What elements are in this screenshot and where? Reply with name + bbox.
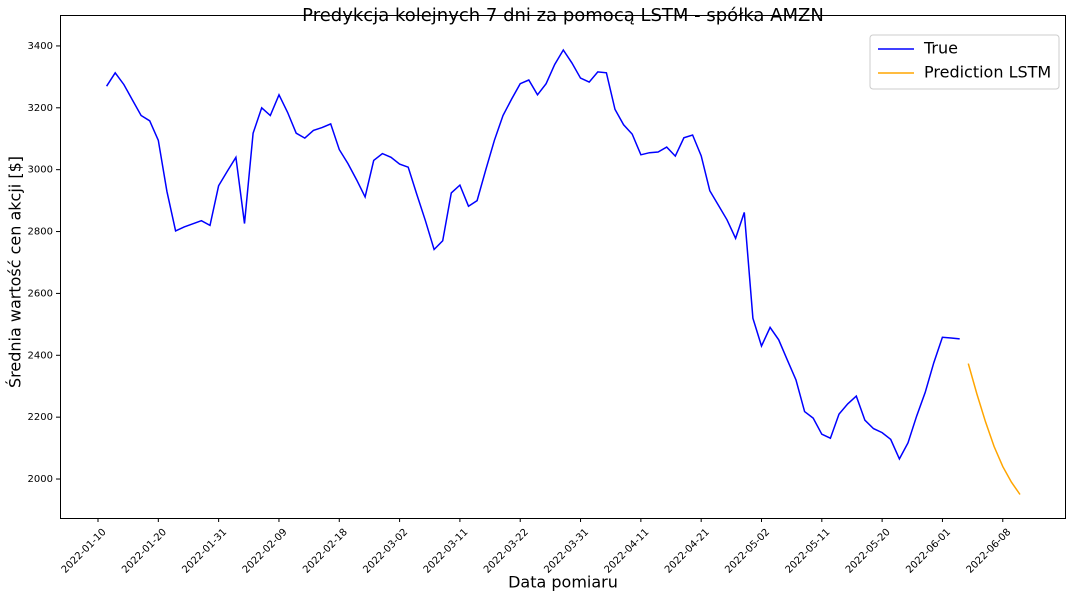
x-tick-label: 2022-04-21 <box>663 527 712 576</box>
data-line <box>105 48 960 461</box>
x-tick-label: 2022-05-02 <box>723 527 772 576</box>
legend-label: Prediction LSTM <box>924 63 1051 82</box>
y-tick-label: 2600 <box>28 288 53 299</box>
legend-label: True <box>923 39 958 58</box>
legend-box <box>869 34 1060 90</box>
x-tick-label: 2022-02-09 <box>241 527 290 576</box>
x-axis-label: Data pomiaru <box>508 573 618 592</box>
x-tick-label: 2022-03-31 <box>542 527 591 576</box>
y-tick-label: 2200 <box>28 412 53 423</box>
x-tick-label: 2022-01-10 <box>60 527 109 576</box>
x-tick-label: 2022-03-02 <box>361 527 410 576</box>
plot-frame <box>60 15 1066 519</box>
y-tick-label: 3400 <box>28 41 53 52</box>
x-tick-label: 2022-01-20 <box>120 527 169 576</box>
y-tick-label: 3000 <box>28 165 53 176</box>
x-tick-label: 2022-05-20 <box>844 527 893 576</box>
data-line <box>967 363 1021 495</box>
y-tick-label: 2400 <box>28 350 53 361</box>
y-tick-label: 3200 <box>28 103 53 114</box>
x-tick-label: 2022-03-22 <box>482 527 531 576</box>
y-axis-label: Średnia wartość cen akcji [$] <box>6 156 25 388</box>
x-tick-label: 2022-01-31 <box>180 527 229 576</box>
y-tick-label: 2800 <box>28 227 53 238</box>
x-tick-label: 2022-06-08 <box>965 527 1014 576</box>
x-tick-label: 2022-03-11 <box>422 527 471 576</box>
x-tick-label: 2022-06-01 <box>904 527 953 576</box>
x-tick-label: 2022-02-18 <box>301 527 350 576</box>
x-tick-label: 2022-05-11 <box>784 527 833 576</box>
y-tick-label: 2000 <box>28 474 53 485</box>
x-tick-label: 2022-04-11 <box>603 527 652 576</box>
